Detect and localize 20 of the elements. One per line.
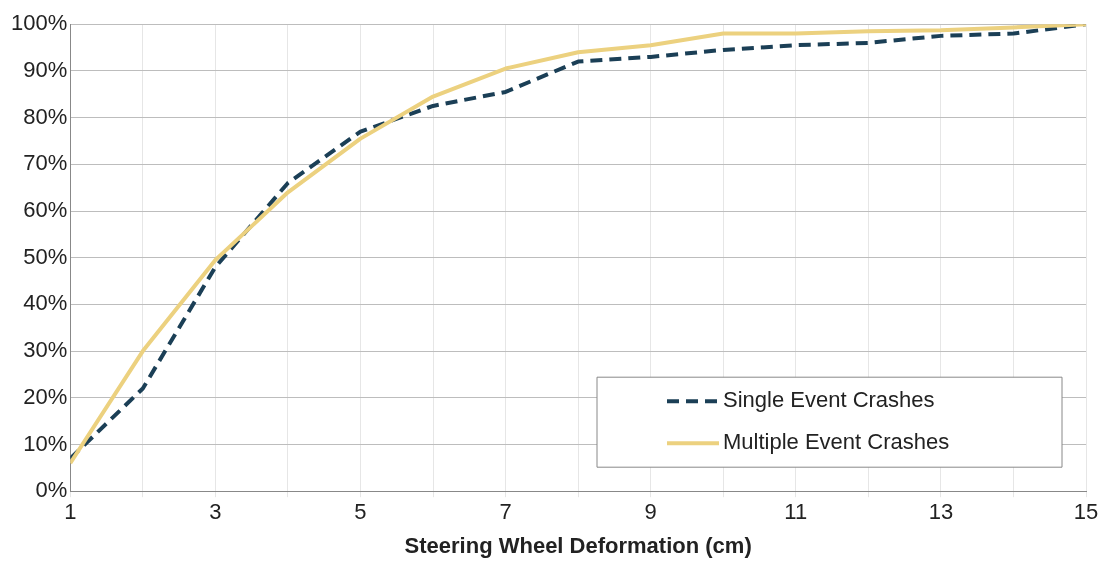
legend-label: Multiple Event Crashes — [723, 429, 950, 455]
y-tick-label: 70% — [23, 150, 68, 176]
x-tick-label: 5 — [354, 499, 367, 525]
x-tick-label: 7 — [499, 499, 512, 525]
y-tick-label: 10% — [23, 430, 68, 456]
x-tick-label: 3 — [209, 499, 222, 525]
x-tick-label: 15 — [1073, 499, 1099, 525]
y-tick-label: 20% — [23, 383, 68, 409]
y-tick-label: 60% — [23, 197, 68, 223]
y-tick-label: 50% — [23, 243, 68, 269]
x-tick-label: 13 — [928, 499, 954, 525]
y-tick-label: 30% — [23, 337, 68, 363]
y-tick-label: 90% — [23, 56, 68, 82]
x-tick-label: 9 — [644, 499, 657, 525]
x-axis-title: Steering Wheel Deformation (cm) — [404, 532, 752, 558]
y-tick-label: 100% — [10, 10, 68, 36]
y-tick-label: 40% — [23, 290, 68, 316]
legend-label: Single Event Crashes — [723, 387, 935, 413]
x-tick-label: 11 — [784, 499, 808, 525]
y-tick-label: 80% — [23, 103, 68, 129]
